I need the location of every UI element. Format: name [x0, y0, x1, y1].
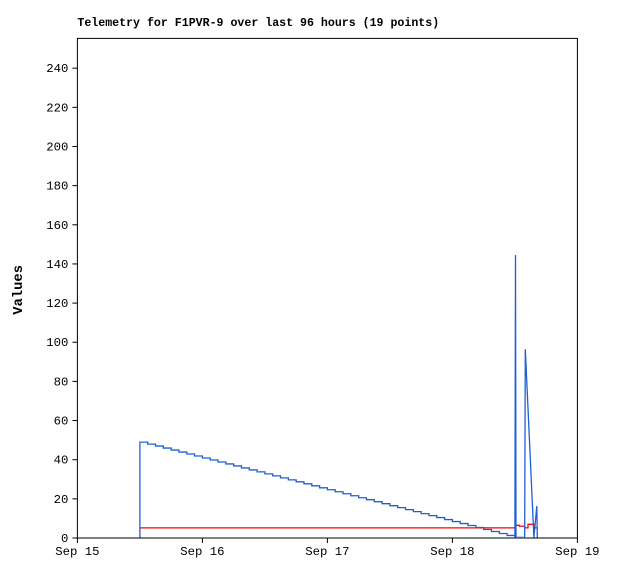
svg-text:140: 140 [46, 258, 68, 272]
svg-text:Sep 18: Sep 18 [430, 545, 474, 559]
svg-text:240: 240 [46, 62, 68, 76]
svg-text:220: 220 [46, 101, 68, 115]
svg-text:60: 60 [54, 415, 69, 429]
svg-text:Sep 19: Sep 19 [555, 545, 599, 559]
svg-text:180: 180 [46, 180, 68, 194]
svg-text:80: 80 [54, 375, 69, 389]
svg-text:Sep 17: Sep 17 [305, 545, 349, 559]
svg-text:Sep 16: Sep 16 [180, 545, 224, 559]
svg-text:200: 200 [46, 140, 68, 154]
svg-text:120: 120 [46, 297, 68, 311]
svg-text:160: 160 [46, 219, 68, 233]
svg-text:100: 100 [46, 336, 68, 350]
svg-text:Sep 15: Sep 15 [55, 545, 99, 559]
svg-text:0: 0 [61, 532, 68, 546]
svg-text:20: 20 [54, 493, 69, 507]
svg-text:40: 40 [54, 454, 69, 468]
